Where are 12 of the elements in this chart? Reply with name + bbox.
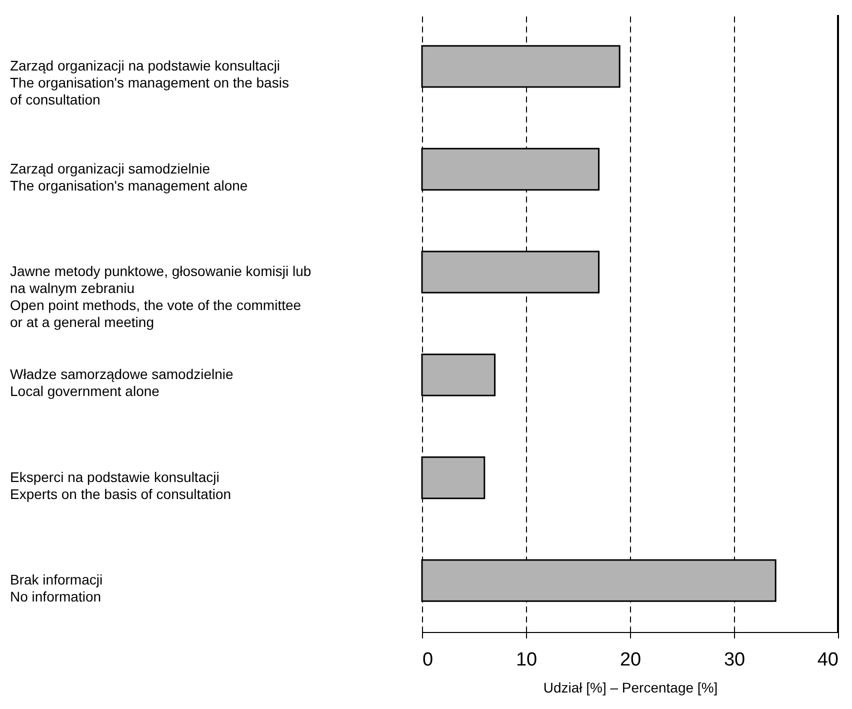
y-tick-label: Władze samorządowe samodzielnie Local government alone xyxy=(10,366,234,399)
y-tick-label: Zarząd organizacji na podstawie konsultacji The organisation's management on the basis of consultation xyxy=(10,57,289,108)
y-tick-label: Eksperci na podstawie konsultacji Experts on the basis of consultation xyxy=(10,468,232,502)
y-tick-label: Brak informacji No information xyxy=(10,572,103,605)
x-axis-title: Udział [%] – Percentage [%] xyxy=(543,680,718,696)
y-tick-label: Jawne metody punktowe, głosowanie komisji lub na walnym zebraniu Open point methods, the vote of the committee or at a general meeting xyxy=(10,263,312,330)
y-tick-label: Zarząd organizacji samodzielnie The organisation's management alone xyxy=(10,160,248,194)
x-tick-label: 0 xyxy=(422,650,434,670)
x-tick-label: 40 xyxy=(817,650,838,670)
x-tick-label: 10 xyxy=(516,650,538,670)
x-tick-label: 20 xyxy=(620,650,642,670)
x-tick-label: 30 xyxy=(724,650,746,670)
